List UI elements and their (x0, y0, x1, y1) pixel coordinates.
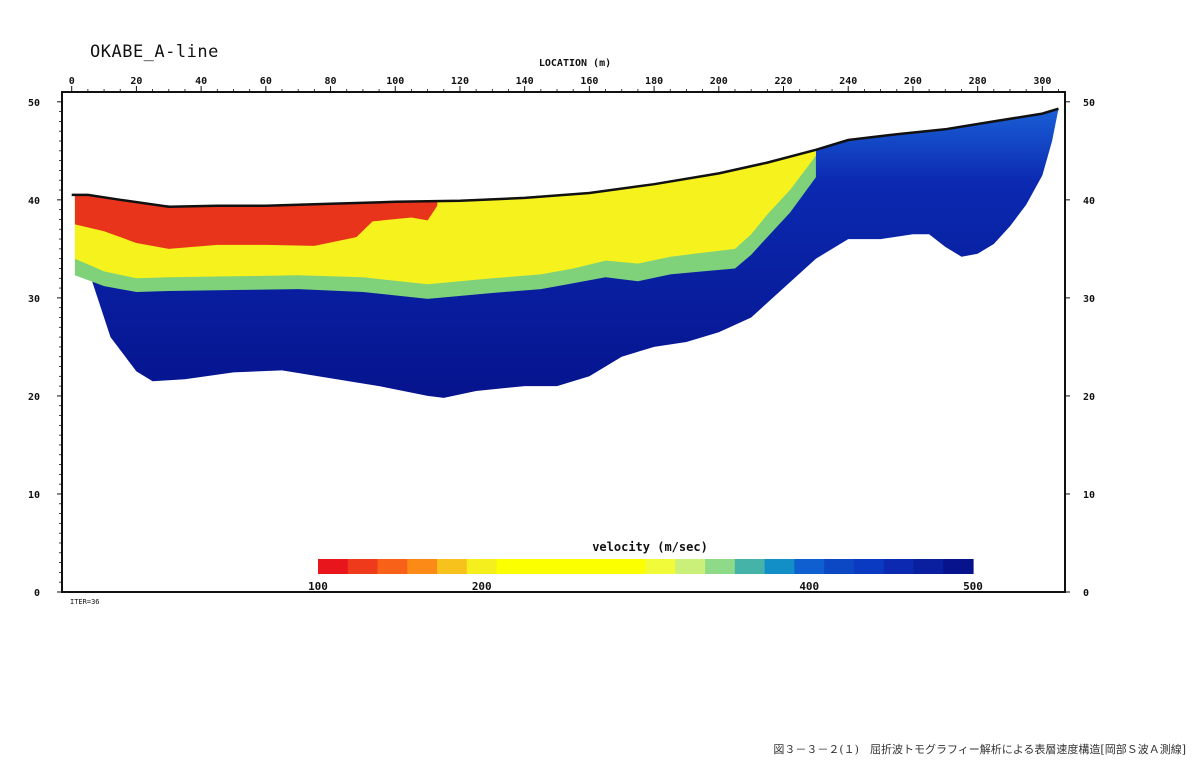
colorbar-swatch (585, 559, 617, 574)
x-tick-label: 140 (516, 76, 534, 87)
y-tick-label: 20 (28, 392, 40, 403)
colorbar-swatch (824, 559, 855, 574)
y-ticks-right: 0 10 20 30 40 50 (1065, 98, 1095, 599)
x-tick-label: 160 (580, 76, 598, 87)
colorbar-tick-label: 100 (308, 580, 328, 593)
colorbar-tick-label: 200 (472, 580, 492, 593)
x-tick-label: 300 (1033, 76, 1051, 87)
colorbar-swatch (794, 559, 825, 574)
y-tick-label: 0 (1083, 588, 1089, 599)
colorbar-swatch (913, 559, 944, 574)
colorbar-swatch (347, 559, 379, 574)
colorbar-swatch (615, 559, 647, 574)
x-tick-label: 100 (386, 76, 404, 87)
y-tick-label: 40 (28, 196, 40, 207)
colorbar-swatch (883, 559, 915, 574)
layer-yellow (74, 149, 816, 285)
y-tick-label: 50 (28, 98, 40, 109)
colorbar-swatch (318, 559, 349, 574)
iteration-label: ITER=36 (70, 598, 100, 606)
x-tick-label: 180 (645, 76, 663, 87)
colorbar-swatch (466, 559, 498, 574)
velocity-colorbar: 100 200 400 500 (308, 559, 983, 593)
y-tick-label: 30 (28, 294, 40, 305)
colorbar-label: velocity (m/sec) (592, 540, 708, 554)
x-tick-label: 0 (69, 76, 75, 87)
x-tick-label: 240 (839, 76, 857, 87)
surface-line (71, 107, 1059, 208)
x-tick-label: 220 (774, 76, 792, 87)
x-tick-label: 260 (904, 76, 922, 87)
colorbar-swatch (526, 559, 557, 574)
colorbar-swatch (675, 559, 706, 574)
x-tick-label: 40 (195, 76, 207, 87)
x-ticks: 0 20 40 60 80 100 120 140 160 180 200 220 240 260 280 3… (69, 76, 1059, 92)
x-axis-label: LOCATION (m) (538, 58, 612, 69)
colorbar-swatch (556, 559, 587, 574)
colorbar-swatch (705, 559, 736, 574)
plot-frame (61, 91, 1066, 593)
y-tick-label: 10 (1083, 490, 1095, 501)
figure-caption: 図３－３－２(１) 屈折波トモグラフィー解析による表層速度構造[岡部Ｓ波Ａ測線] (773, 743, 1186, 756)
y-tick-label: 0 (34, 588, 40, 599)
y-tick-label: 10 (28, 490, 40, 501)
colorbar-swatch (645, 559, 676, 574)
colorbar-swatch (734, 559, 766, 574)
y-tick-label: 50 (1083, 98, 1095, 109)
colorbar-swatch (407, 559, 438, 574)
colorbar-swatch (377, 559, 408, 574)
colorbar-swatch (437, 559, 468, 574)
layer-red (74, 194, 438, 249)
x-tick-label: 80 (325, 76, 337, 87)
colorbar-swatch (853, 559, 885, 574)
y-tick-label: 40 (1083, 196, 1095, 207)
x-tick-label: 280 (969, 76, 987, 87)
velocity-layers (74, 108, 1059, 398)
colorbar-tick-label: 500 (963, 580, 983, 593)
x-tick-label: 20 (130, 76, 142, 87)
colorbar-swatch (943, 559, 974, 574)
colorbar-tick-label: 400 (799, 580, 819, 593)
x-tick-label: 120 (451, 76, 469, 87)
colorbar-swatch (764, 559, 795, 574)
chart-title: OKABE_A-line (90, 42, 219, 62)
x-tick-label: 60 (260, 76, 272, 87)
y-tick-label: 30 (1083, 294, 1095, 305)
x-tick-label: 200 (710, 76, 728, 87)
colorbar-swatch (496, 559, 528, 574)
y-tick-label: 20 (1083, 392, 1095, 403)
y-ticks-left: 0 10 20 30 40 50 (28, 98, 62, 599)
